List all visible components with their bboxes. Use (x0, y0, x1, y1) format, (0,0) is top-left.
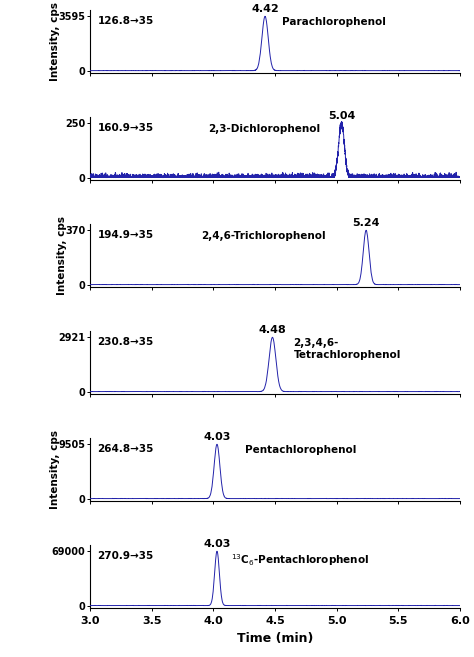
Text: 160.9→35: 160.9→35 (98, 123, 154, 133)
Y-axis label: Intensity, cps: Intensity, cps (50, 430, 60, 509)
Text: 2,3-Dichlorophenol: 2,3-Dichlorophenol (209, 124, 320, 135)
Text: 4.48: 4.48 (259, 325, 286, 335)
Text: 2,3,4,6-
Tetrachlorophenol: 2,3,4,6- Tetrachlorophenol (293, 338, 401, 360)
Text: 126.8→35: 126.8→35 (98, 16, 154, 26)
Text: 230.8→35: 230.8→35 (98, 337, 154, 347)
X-axis label: Time (min): Time (min) (237, 631, 313, 645)
Text: 5.04: 5.04 (328, 111, 355, 121)
Text: 4.03: 4.03 (203, 539, 231, 549)
Text: 5.24: 5.24 (352, 218, 380, 228)
Text: Parachlorophenol: Parachlorophenol (283, 17, 386, 28)
Text: 264.8→35: 264.8→35 (98, 444, 154, 454)
Text: Pentachlorophenol: Pentachlorophenol (246, 445, 357, 455)
Text: 4.42: 4.42 (251, 4, 279, 14)
Y-axis label: Intensity, cps: Intensity, cps (50, 2, 60, 81)
Text: 194.9→35: 194.9→35 (98, 230, 154, 240)
Text: 2,4,6-Trichlorophenol: 2,4,6-Trichlorophenol (201, 231, 326, 241)
Text: 270.9→35: 270.9→35 (98, 551, 154, 561)
Text: 4.03: 4.03 (203, 432, 231, 442)
Text: $^{13}$C$_6$-Pentachlorophenol: $^{13}$C$_6$-Pentachlorophenol (230, 553, 369, 568)
Y-axis label: Intensity, cps: Intensity, cps (57, 215, 67, 295)
